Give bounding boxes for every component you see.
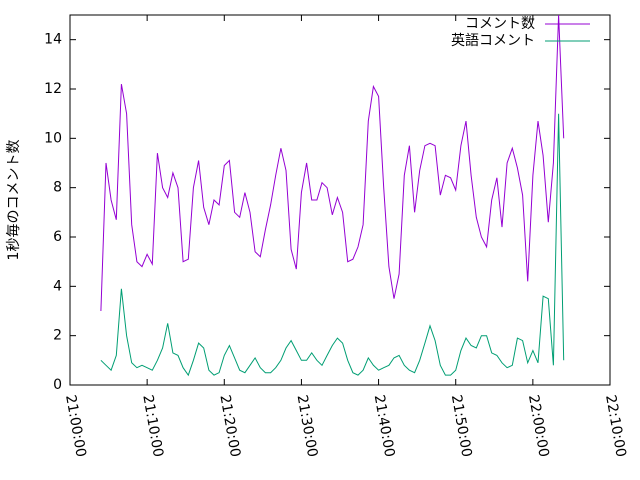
series-line (100, 14, 565, 312)
y-tick-label: 14 (44, 32, 62, 48)
x-tick-label: 21:40:00 (371, 394, 398, 459)
legend-label: コメント数 (465, 16, 535, 32)
x-tick-label: 21:30:00 (294, 394, 321, 459)
y-tick-label: 12 (44, 81, 62, 97)
y-tick-label: 2 (53, 328, 62, 344)
plot-border (69, 14, 611, 386)
x-tick-label: 22:10:00 (602, 394, 629, 459)
y-tick-label: 6 (53, 229, 62, 245)
y-axis-label: 1秒毎のコメント数 (6, 140, 22, 261)
y-tick-label: 0 (53, 377, 62, 393)
legend-label: 英語コメント (451, 32, 535, 49)
x-tick-label: 21:50:00 (448, 394, 475, 459)
y-tick-label: 8 (53, 180, 62, 196)
series-line (100, 113, 565, 377)
y-tick-label: 4 (53, 278, 62, 294)
y-tick-label: 10 (44, 130, 62, 146)
x-tick-label: 21:10:00 (139, 394, 166, 459)
x-tick-label: 21:20:00 (216, 394, 243, 459)
x-tick-label: 22:00:00 (525, 394, 552, 459)
x-tick-label: 21:00:00 (62, 394, 89, 459)
